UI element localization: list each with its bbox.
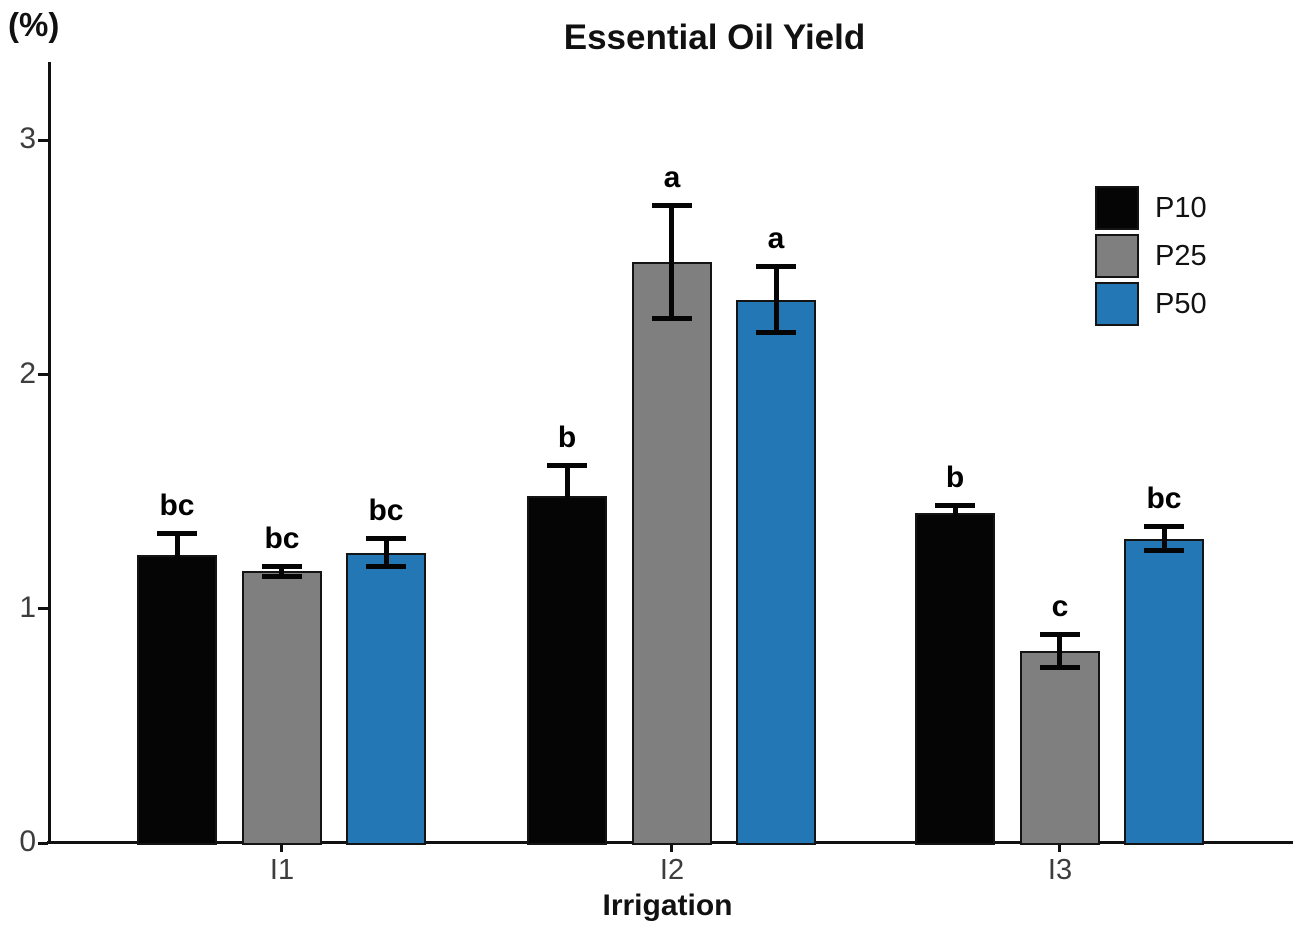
legend-swatch-p50 (1095, 282, 1139, 326)
error-cap-bottom-I1-P50 (366, 564, 406, 569)
y-tick-label-3: 3 (19, 122, 36, 155)
error-cap-top-I3-P25 (1040, 632, 1080, 637)
error-whisker-I3-P25 (1057, 635, 1062, 668)
y-tick-label-1: 1 (19, 591, 36, 624)
bar-I3-P25 (1020, 651, 1100, 845)
legend-entry-p25: P25 (1095, 233, 1207, 279)
y-tick-0 (38, 842, 48, 845)
error-cap-bottom-I2-P25 (652, 316, 692, 321)
error-whisker-I3-P10 (953, 506, 958, 520)
sig-letter-I1-P25: bc (264, 522, 300, 555)
bar-I1-P10 (137, 555, 217, 845)
legend-label-p10: P10 (1155, 191, 1207, 224)
error-cap-top-I3-P10 (935, 503, 975, 508)
error-whisker-I1-P10 (175, 534, 180, 576)
error-cap-top-I1-P25 (262, 564, 302, 569)
error-whisker-I2-P10 (565, 466, 570, 527)
error-cap-bottom-I1-P10 (157, 574, 197, 579)
y-tick-label-0: 0 (19, 825, 36, 858)
sig-letter-I1-P10: bc (159, 489, 195, 522)
error-cap-bottom-I3-P10 (935, 517, 975, 522)
y-axis-unit-label: (%) (8, 6, 60, 43)
y-axis-line (48, 62, 51, 844)
sig-letter-I3-P25: c (1051, 590, 1069, 623)
error-whisker-I2-P50 (774, 267, 779, 333)
error-cap-top-I1-P50 (366, 536, 406, 541)
error-cap-top-I3-P50 (1144, 524, 1184, 529)
x-tick-I1 (280, 844, 283, 852)
error-cap-top-I2-P50 (756, 264, 796, 269)
sig-letter-I3-P10: b (945, 461, 965, 494)
error-cap-bottom-I1-P25 (262, 574, 302, 579)
legend-label-p25: P25 (1155, 239, 1207, 272)
bar-I2-P10 (527, 496, 607, 845)
error-cap-top-I2-P25 (652, 203, 692, 208)
sig-letter-I2-P25: a (663, 161, 681, 194)
error-whisker-I2-P25 (669, 206, 674, 318)
sig-letter-I2-P10: b (557, 421, 577, 454)
error-cap-top-I2-P10 (547, 463, 587, 468)
chart-title: Essential Oil Yield (563, 18, 866, 57)
error-cap-bottom-I3-P50 (1144, 548, 1184, 553)
legend-entry-p50: P50 (1095, 281, 1207, 327)
legend-swatch-p25 (1095, 234, 1139, 278)
sig-letter-I1-P50: bc (368, 494, 404, 527)
bar-I2-P50 (736, 300, 816, 845)
y-tick-2 (38, 373, 48, 376)
x-axis-title: Irrigation (602, 889, 733, 922)
error-cap-top-I1-P10 (157, 531, 197, 536)
x-tick-I2 (670, 844, 673, 852)
y-tick-label-2: 2 (19, 357, 36, 390)
bar-I1-P50 (346, 553, 426, 845)
x-tick-label-I2: I2 (659, 854, 685, 886)
x-tick-label-I3: I3 (1047, 854, 1073, 886)
legend-label-p50: P50 (1155, 287, 1207, 320)
bar-I3-P50 (1124, 539, 1204, 845)
legend: P10 P25 P50 (1095, 185, 1207, 327)
error-whisker-I3-P50 (1162, 527, 1167, 550)
bar-I1-P25 (242, 571, 322, 845)
error-whisker-I1-P50 (384, 539, 389, 567)
bar-I3-P10 (915, 513, 995, 845)
legend-entry-p10: P10 (1095, 185, 1207, 231)
error-whisker-I1-P25 (279, 567, 284, 576)
bar-I2-P25 (632, 262, 712, 845)
error-cap-bottom-I2-P50 (756, 330, 796, 335)
y-tick-3 (38, 139, 48, 142)
error-cap-bottom-I3-P25 (1040, 665, 1080, 670)
x-tick-I3 (1058, 844, 1061, 852)
x-tick-label-I1: I1 (269, 854, 295, 886)
sig-letter-I2-P50: a (767, 222, 785, 255)
legend-swatch-p10 (1095, 186, 1139, 230)
error-cap-bottom-I2-P10 (547, 524, 587, 529)
sig-letter-I3-P50: bc (1146, 482, 1182, 515)
y-tick-1 (38, 607, 48, 610)
